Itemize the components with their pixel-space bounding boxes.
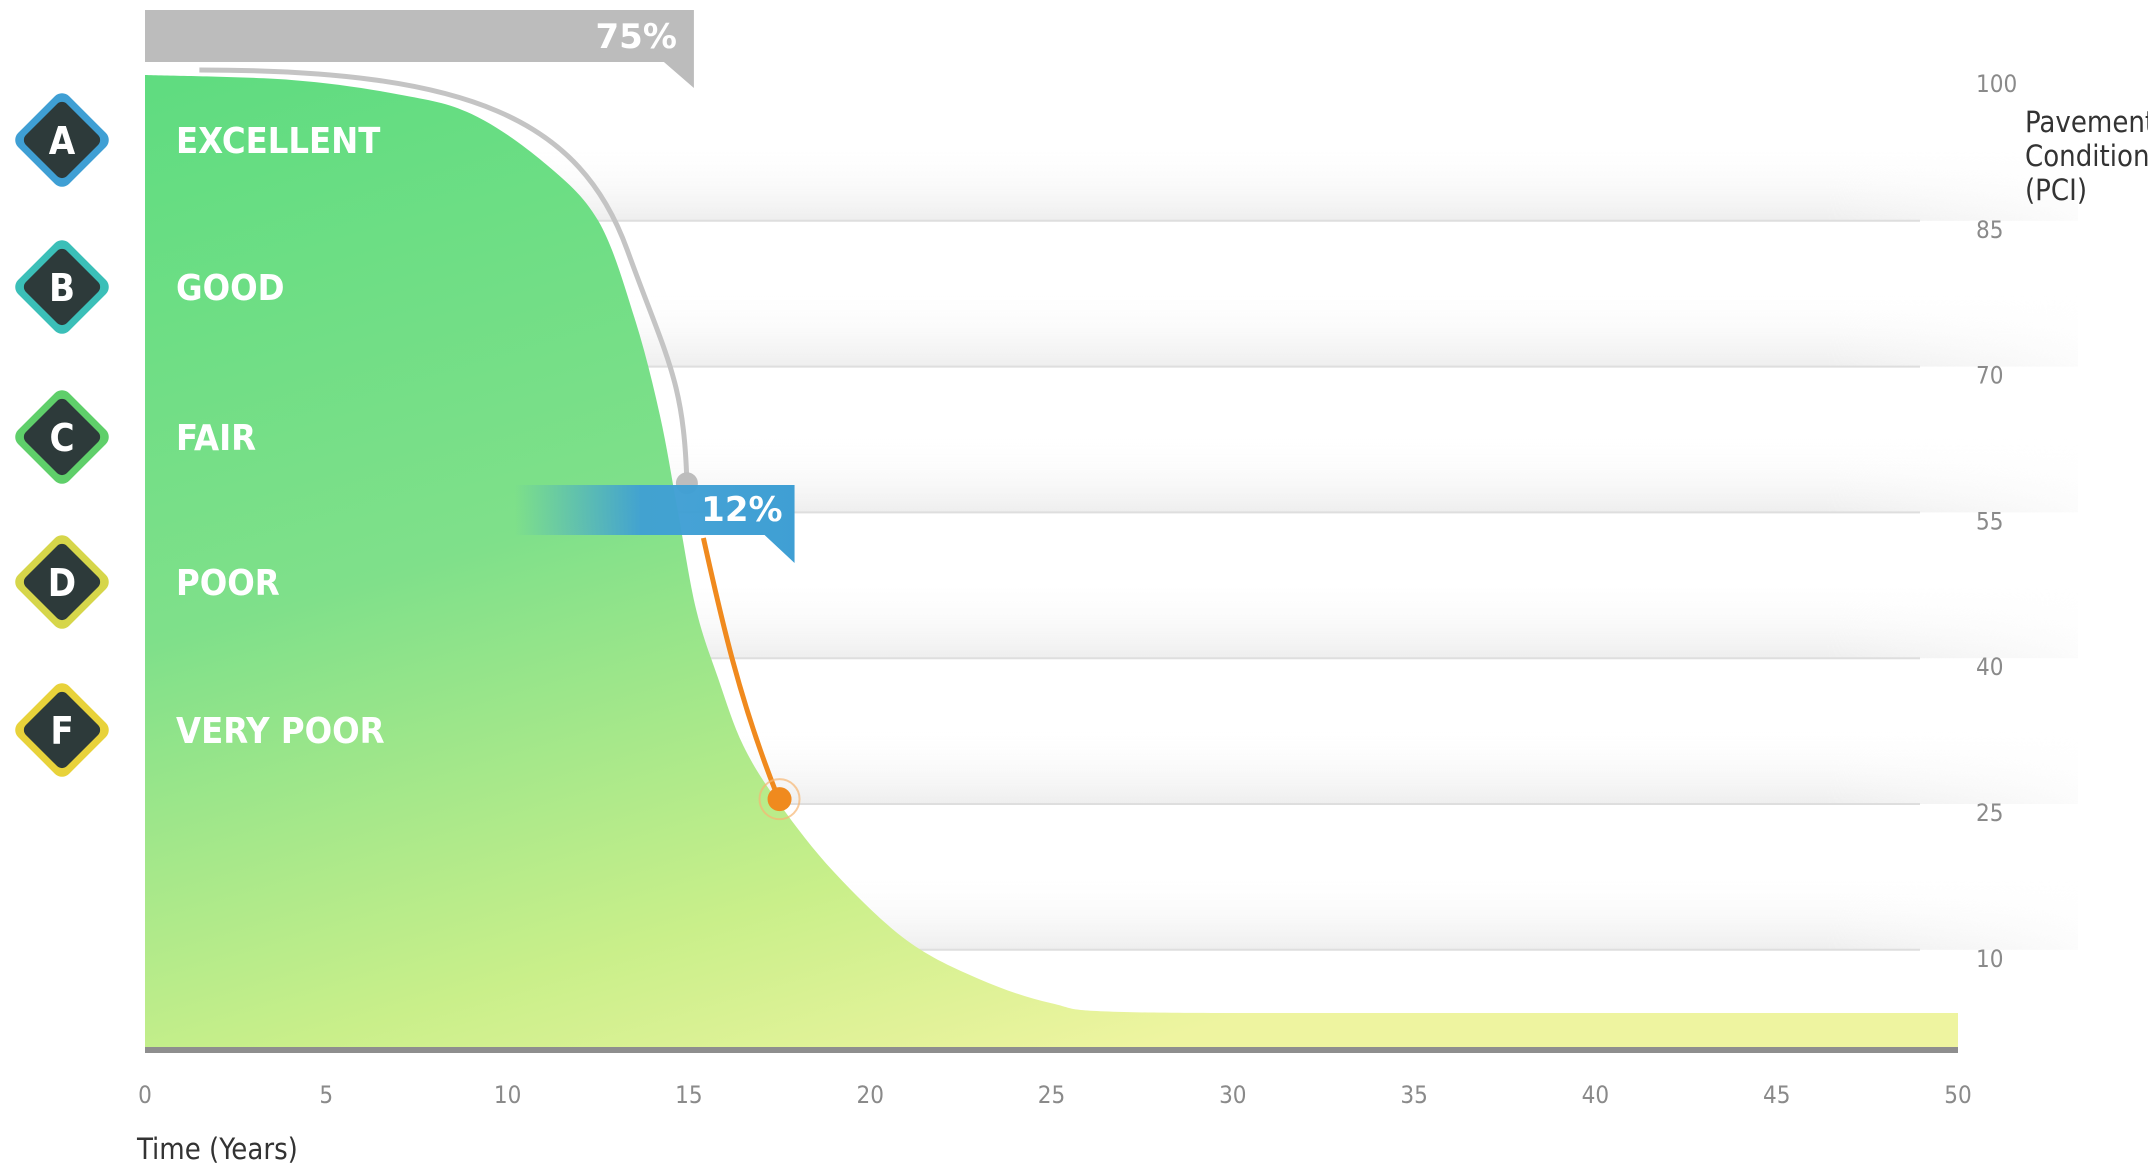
badge-core (23, 543, 101, 621)
x-tick-label: 50 (1944, 1081, 1971, 1109)
badge-core (23, 691, 101, 769)
band-label-c: FAIR (176, 418, 256, 459)
callout-12-marker (767, 787, 792, 812)
band-label-b: GOOD (176, 268, 285, 309)
x-tick-labels: 0 5 10 15 20 25 30 35 40 45 50 (138, 1081, 1972, 1109)
x-tick-label: 45 (1763, 1081, 1790, 1109)
badge-letter: F (50, 709, 73, 753)
grade-badge-b: B (15, 240, 109, 334)
x-tick-label: 0 (138, 1081, 152, 1109)
x-tick-label: 40 (1582, 1081, 1609, 1109)
badge-core (23, 101, 101, 179)
callout-12: 12% (514, 485, 801, 821)
callout-75-leader (199, 67, 690, 484)
x-tick-label: 20 (856, 1081, 883, 1109)
y-tick-label: 40 (1976, 653, 2003, 681)
pci-area (145, 75, 1958, 1047)
badge-core (23, 398, 101, 476)
y-axis-title: Pavement Condition (PCI) (2025, 105, 2148, 207)
badge-letter: B (49, 266, 75, 310)
x-tick-label: 15 (675, 1081, 702, 1109)
badge-letter: A (49, 119, 76, 163)
band-label-a: EXCELLENT (176, 121, 380, 162)
badge-core (23, 248, 101, 326)
x-tick-label: 35 (1400, 1081, 1427, 1109)
grade-badge-d: D (15, 535, 109, 629)
callout-12-banner (514, 485, 795, 563)
x-tick-label: 30 (1219, 1081, 1246, 1109)
x-tick-label: 10 (494, 1081, 521, 1109)
y-tick-label: 10 (1976, 945, 2003, 973)
y-tick-label: 55 (1976, 507, 2003, 535)
x-tick-label: 25 (1038, 1081, 1065, 1109)
callout-75-banner (145, 10, 694, 88)
y-tick-label: 25 (1976, 799, 2003, 827)
callout-12-marker-ring (758, 778, 801, 821)
callout-75-label: 75% (596, 17, 677, 57)
x-tick-label: 5 (319, 1081, 333, 1109)
y-tick-label: 70 (1976, 362, 2003, 390)
band-label-f: VERY POOR (176, 711, 385, 752)
callout-12-leader (700, 537, 778, 793)
grade-badges: A EXCELLENT B GOOD C FAIR D POOR F VERY POOR (15, 93, 385, 777)
badge-letter: D (48, 561, 76, 605)
x-axis-title: Time (Years) (136, 1132, 298, 1166)
y-tick-labels: 100 85 70 55 40 25 10 (1976, 70, 2017, 973)
grade-badge-c: C (15, 390, 109, 484)
y-tick-label: 100 (1976, 70, 2017, 98)
band-label-d: POOR (176, 563, 280, 604)
badge-letter: C (49, 416, 74, 460)
grade-badge-a: A (15, 93, 109, 187)
y-tick-label: 85 (1976, 216, 2003, 244)
grade-badge-f: F (15, 683, 109, 777)
callout-12-label: 12% (701, 490, 782, 530)
